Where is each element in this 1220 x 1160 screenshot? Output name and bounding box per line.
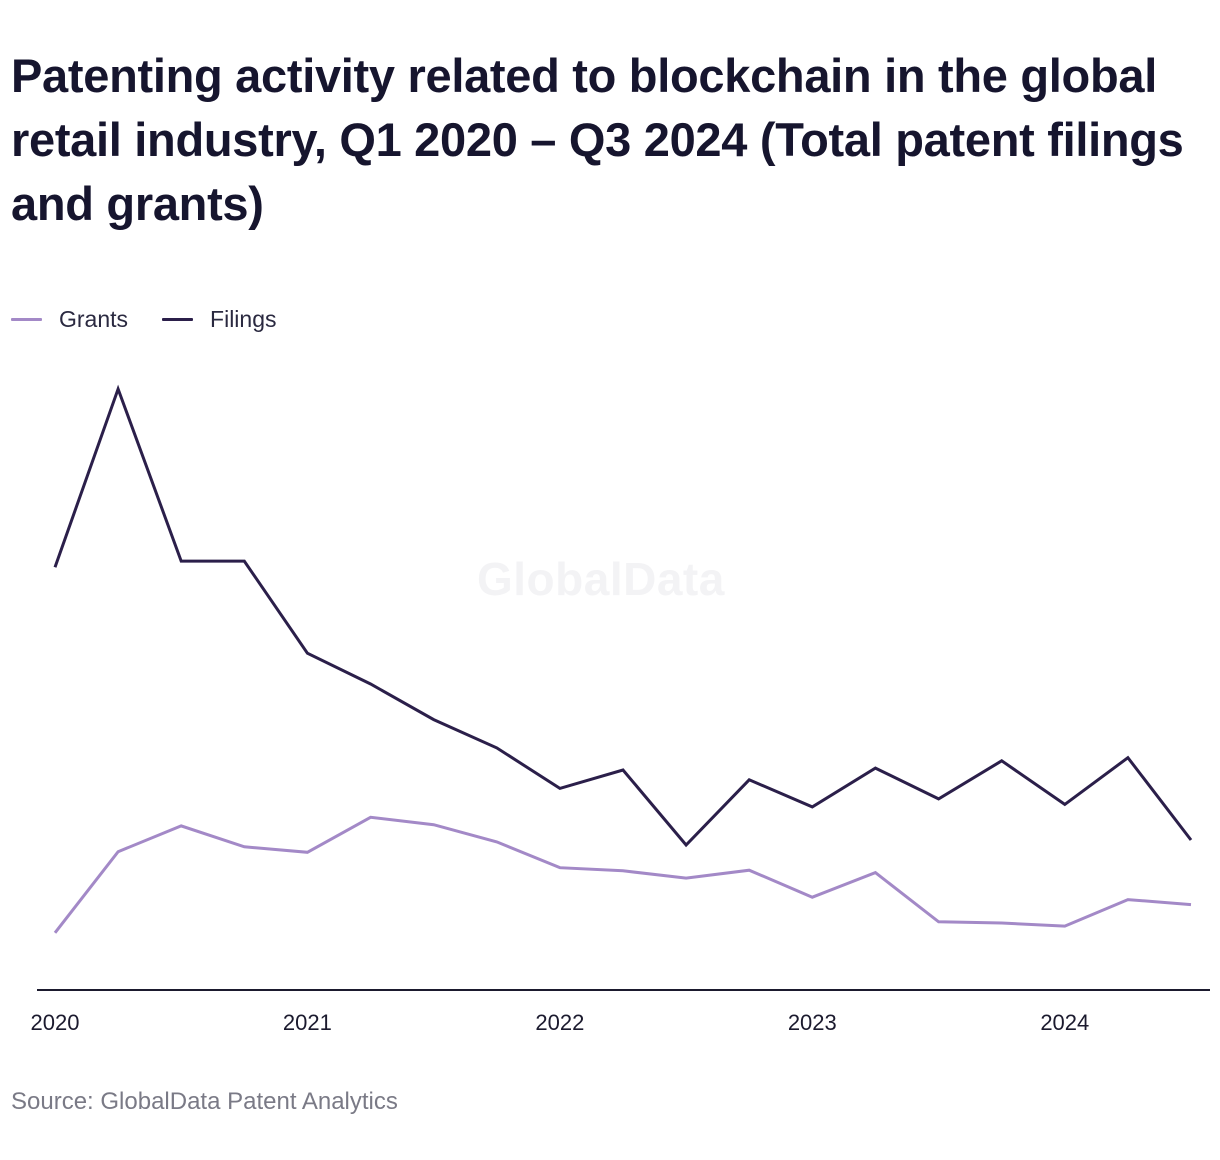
x-tick-label: 2023 bbox=[788, 1010, 837, 1035]
legend-item-grants: Grants bbox=[11, 306, 128, 333]
watermark-logo: GlobalData bbox=[477, 553, 725, 605]
x-tick-label: 2024 bbox=[1040, 1010, 1089, 1035]
legend-item-filings: Filings bbox=[162, 306, 277, 333]
x-axis-ticks: 2020 2021 2022 2023 2024 bbox=[31, 1010, 1090, 1035]
series-line-filings bbox=[53, 384, 1193, 848]
legend-label-grants: Grants bbox=[59, 306, 129, 332]
chart-title: Patenting activity related to blockchain… bbox=[11, 49, 1184, 230]
series-line-grants bbox=[53, 815, 1192, 934]
chart-legend: Grants Filings bbox=[11, 306, 311, 333]
source-note: Source: GlobalData Patent Analytics bbox=[11, 1088, 398, 1115]
legend-swatch-grants bbox=[11, 318, 42, 321]
x-tick-label: 2021 bbox=[283, 1010, 332, 1035]
legend-swatch-filings bbox=[162, 318, 194, 321]
series-layer bbox=[53, 384, 1193, 934]
x-tick-label: 2022 bbox=[535, 1010, 584, 1035]
x-tick-label: 2020 bbox=[31, 1010, 80, 1035]
legend-label-filings: Filings bbox=[210, 306, 277, 332]
